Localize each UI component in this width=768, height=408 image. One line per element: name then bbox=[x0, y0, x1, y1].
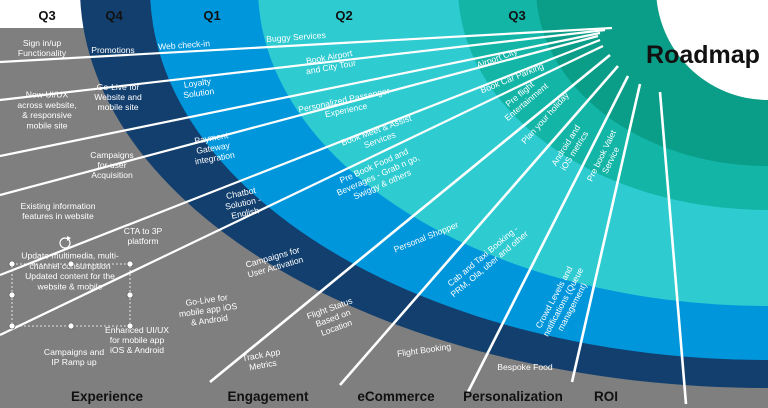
rotate-handle-icon[interactable] bbox=[59, 236, 71, 249]
resize-handle[interactable] bbox=[8, 260, 16, 268]
roadmap-item: Promotions bbox=[91, 45, 134, 55]
separator-rays bbox=[0, 26, 688, 405]
quarter-label-q3-late: Q3 bbox=[508, 8, 525, 23]
roadmap-item: Web check-in bbox=[158, 38, 211, 52]
roadmap-item: PaymentGatewayintegration bbox=[191, 130, 236, 167]
category-experience: Experience bbox=[71, 389, 144, 404]
resize-handle[interactable] bbox=[126, 260, 134, 268]
quarter-label-q3: Q3 bbox=[38, 8, 55, 23]
category-engagement: Engagement bbox=[227, 389, 309, 404]
separator-ray bbox=[0, 34, 599, 197]
roadmap-item: New UI/UX across website, & responsive mobi… bbox=[17, 90, 76, 131]
roadmap-item: Go-Live for Website and mobile site bbox=[94, 82, 142, 112]
roadmap-item: Track AppMetrics bbox=[241, 347, 283, 374]
roadmap-item: ChatbotSolution -English bbox=[222, 184, 264, 221]
separator-ray bbox=[0, 31, 601, 158]
roadmap-item: Campaigns for user Acquisition bbox=[90, 150, 133, 180]
roadmap-item: CTA to 3P platform bbox=[124, 226, 163, 246]
roadmap-item: Buggy Services bbox=[266, 30, 326, 44]
roadmap-item: LoyaltySolution bbox=[181, 76, 215, 100]
separator-ray bbox=[570, 83, 642, 383]
category-ecommerce: eCommerce bbox=[357, 389, 435, 404]
roadmap-title: Roadmap bbox=[646, 41, 760, 69]
separator-ray bbox=[0, 38, 601, 277]
quarter-label-q2: Q2 bbox=[335, 8, 352, 23]
roadmap-item: Sign in/up Functionality bbox=[18, 38, 67, 58]
separator-ray bbox=[0, 26, 613, 64]
category-personalization: Personalization bbox=[463, 389, 563, 404]
roadmap-item: Campaigns and IP Ramp up bbox=[44, 347, 104, 367]
roadmap-hub bbox=[656, 0, 768, 100]
separator-ray bbox=[209, 53, 611, 384]
separator-ray bbox=[658, 91, 688, 405]
separator-ray bbox=[339, 65, 619, 386]
resize-handle[interactable] bbox=[67, 260, 75, 268]
roadmap-item: Existing information features in website bbox=[21, 201, 96, 221]
roadmap-item: Enhanced UI/UX for mobile app iOS & Androi… bbox=[105, 325, 169, 355]
separator-ray bbox=[466, 75, 630, 393]
roadmap-item: Bespoke Food bbox=[497, 362, 553, 372]
separator-ray bbox=[0, 45, 604, 336]
separator-ray bbox=[0, 28, 606, 102]
resize-handle[interactable] bbox=[126, 322, 134, 330]
text-selection-handles[interactable] bbox=[8, 236, 134, 330]
resize-handle[interactable] bbox=[67, 322, 75, 330]
resize-handle[interactable] bbox=[126, 291, 134, 299]
quarter-label-q1: Q1 bbox=[203, 8, 220, 23]
quarter-label-q4: Q4 bbox=[105, 8, 123, 23]
resize-handle[interactable] bbox=[8, 291, 16, 299]
category-roi: ROI bbox=[594, 389, 618, 404]
resize-handle[interactable] bbox=[8, 322, 16, 330]
